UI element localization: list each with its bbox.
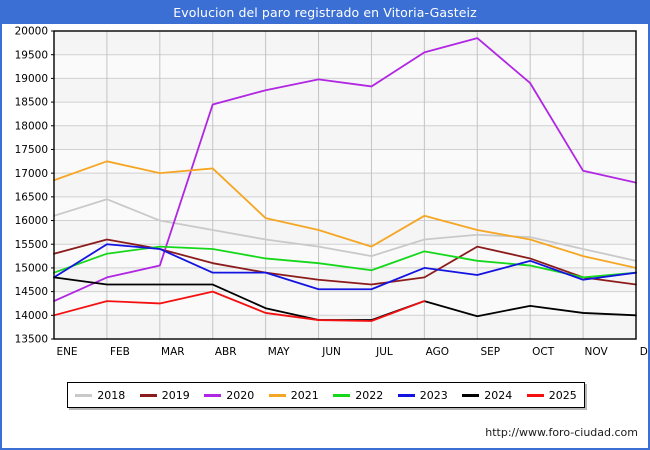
y-tick-label: 15500	[15, 239, 48, 251]
source-url: http://www.foro-ciudad.com	[485, 426, 638, 439]
y-axis-tick-labels: 13500 14000 14500 15000 15500 16000 16500 17000…	[15, 26, 54, 346]
legend-label: 2023	[419, 388, 448, 402]
legend-swatch-icon-2022	[333, 393, 351, 397]
y-tick-label: 14000	[15, 310, 48, 322]
y-tick-label: 18500	[15, 97, 48, 109]
plot-background	[54, 31, 636, 339]
y-tick-label: 13500	[15, 334, 48, 346]
series-line-2020	[53, 37, 637, 302]
legend-item-2019[interactable]: 2019	[139, 388, 190, 402]
legend-swatch-icon-2019	[139, 393, 157, 397]
legend-swatch-icon-2023	[397, 393, 415, 397]
x-tick-label: JUL	[375, 346, 393, 358]
x-tick-label: ENE	[56, 346, 77, 358]
chart-legend: 2018 2019 2020 2021 2022 2023 2024 2025	[67, 382, 585, 408]
legend-item-2022[interactable]: 2022	[333, 389, 383, 402]
x-tick-label: MAR	[161, 346, 185, 358]
legend-item-2023[interactable]: 2023	[397, 388, 448, 402]
y-tick-label: 16000	[15, 215, 48, 227]
series-line-2021	[53, 160, 637, 269]
line-chart: 13500 14000 14500 15000 15500 16000 16500 17000…	[15, 26, 648, 358]
y-tick-label: 15000	[15, 263, 48, 275]
series-line-2018	[53, 198, 637, 262]
legend-swatch-icon-2018	[75, 393, 93, 397]
chart-area: 13500 14000 14500 15000 15500 16000 16500 17000…	[2, 24, 648, 364]
legend-swatch-icon-2025	[526, 393, 544, 397]
series-line-2025	[53, 290, 426, 322]
legend-item-2021[interactable]: 2021	[268, 388, 319, 402]
window-title-bar: Evolucion del paro registrado en Vitoria…	[2, 2, 648, 24]
y-tick-label: 20000	[15, 26, 48, 38]
legend-label: 2022	[355, 388, 384, 402]
x-axis-tick-labels: ENE FEB MAR ABR MAY JUN JUL AGO SEP OCT NOV DIC	[56, 346, 648, 358]
x-tick-label: DIC	[640, 346, 648, 358]
y-tick-label: 18000	[15, 120, 48, 132]
series-line-2023	[53, 243, 637, 291]
x-tick-label: ABR	[215, 346, 237, 358]
legend-label: 2018	[97, 388, 126, 402]
y-tick-label: 17500	[15, 144, 48, 156]
legend-item-2018[interactable]: 2018	[75, 389, 125, 402]
x-tick-label: JUN	[321, 346, 341, 358]
x-tick-label: FEB	[110, 346, 130, 358]
y-tick-label: 14500	[15, 286, 48, 298]
data-series-group	[53, 37, 637, 322]
legend-label: 2025	[548, 388, 577, 402]
x-tick-label: NOV	[585, 346, 609, 358]
x-tick-label: MAY	[268, 346, 290, 358]
page-title: Evolucion del paro registrado en Vitoria…	[173, 5, 477, 20]
y-tick-label: 19500	[15, 49, 48, 61]
x-tick-label: SEP	[480, 346, 500, 358]
legend-item-2024[interactable]: 2024	[462, 389, 512, 402]
legend-label: 2024	[484, 388, 513, 402]
legend-item-2020[interactable]: 2020	[204, 389, 254, 402]
x-tick-label: AGO	[426, 346, 449, 358]
y-tick-label: 17000	[15, 168, 48, 180]
legend-label: 2021	[290, 388, 319, 402]
y-tick-label: 16500	[15, 191, 48, 203]
legend-swatch-icon-2020	[204, 393, 222, 397]
x-tick-label: OCT	[532, 346, 555, 358]
legend-swatch-icon-2024	[462, 393, 480, 397]
y-tick-label: 19000	[15, 73, 48, 85]
legend-item-2025[interactable]: 2025	[526, 388, 577, 402]
plot-frame	[53, 30, 637, 340]
legend-swatch-icon-2021	[268, 393, 286, 397]
legend-label: 2020	[226, 388, 255, 402]
legend-label: 2019	[161, 388, 190, 402]
